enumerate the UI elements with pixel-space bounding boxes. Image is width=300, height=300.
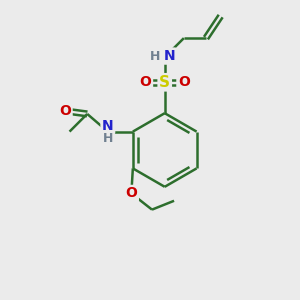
Text: O: O [178, 75, 190, 89]
Text: N: N [163, 49, 175, 63]
Text: H: H [103, 132, 113, 145]
Text: O: O [59, 104, 71, 118]
Text: O: O [125, 186, 137, 200]
Text: O: O [140, 75, 152, 89]
Text: N: N [102, 119, 114, 133]
Text: H: H [150, 50, 160, 63]
Text: S: S [159, 75, 170, 90]
